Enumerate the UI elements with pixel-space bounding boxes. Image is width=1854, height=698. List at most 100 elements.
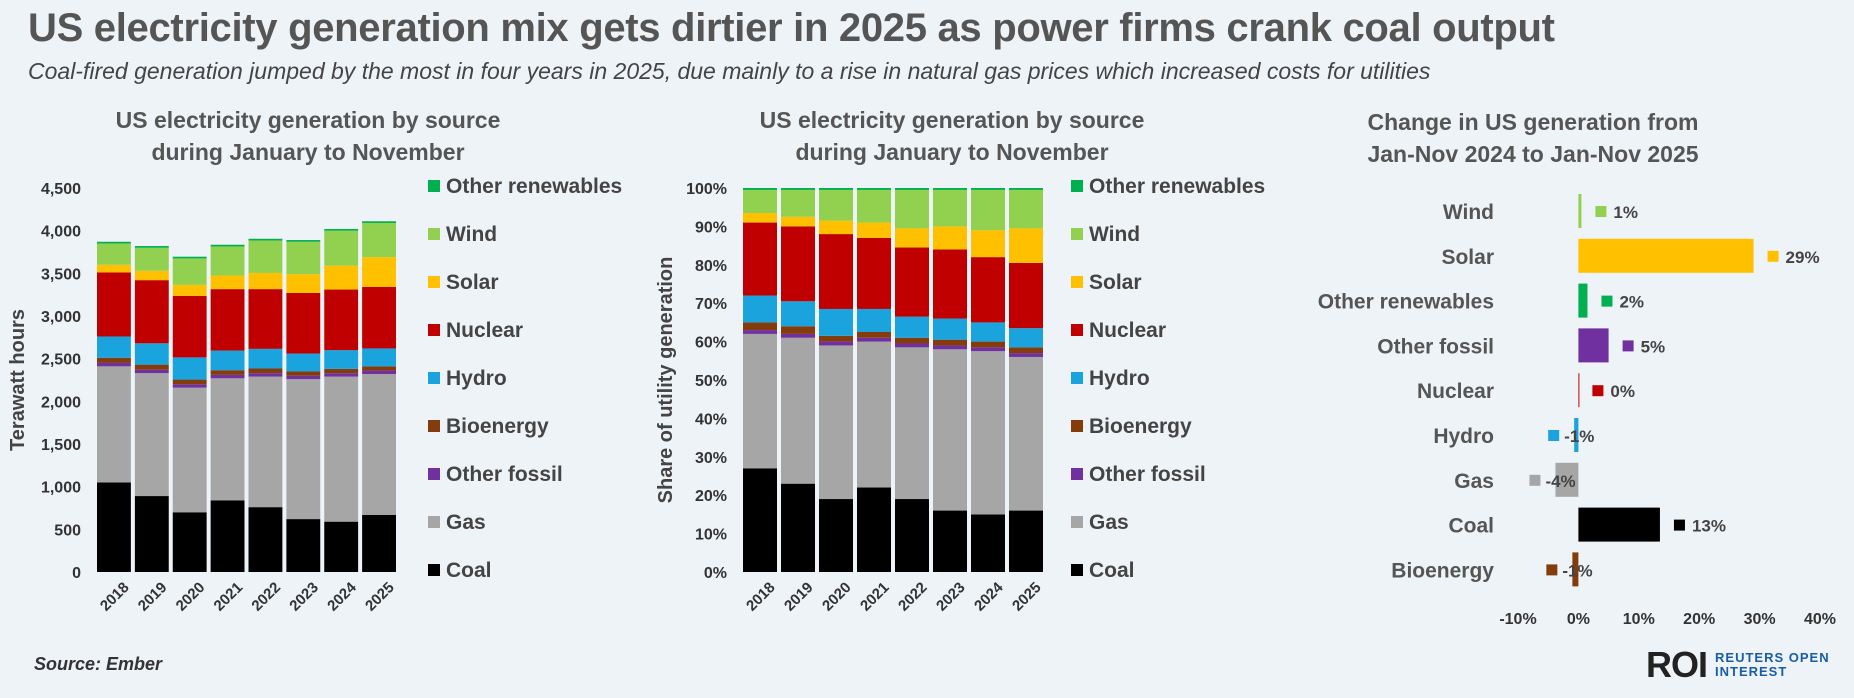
reuters-open-interest-logo[interactable]: ROI REUTERS OPEN INTEREST: [1646, 644, 1830, 686]
chart-generation-twh: US electricity generation by source durin…: [7, 107, 622, 615]
twh-legend-label-nuclear[interactable]: Nuclear: [446, 319, 523, 342]
change-bar-solar: [1578, 238, 1754, 273]
twh-legend-label-bioenergy[interactable]: Bioenergy: [446, 415, 549, 438]
share-legend-swatch-other-renewables: [1071, 180, 1083, 192]
twh-bar-2023-hydro: [286, 353, 321, 372]
share-legend-label-bioenergy[interactable]: Bioenergy: [1089, 415, 1192, 438]
change-x-tick: 30%: [1744, 611, 1776, 628]
twh-bar-2023-coal: [286, 519, 321, 572]
share-bar-2024-bioenergy: [971, 341, 1005, 348]
change-data-label-bioenergy: -1%: [1562, 561, 1592, 580]
twh-legend-swatch-coal: [428, 564, 440, 576]
twh-y-tick: 3,500: [41, 266, 81, 283]
twh-bar-2023-gas: [286, 379, 321, 520]
twh-bar-2020-coal: [172, 512, 207, 572]
share-legend-label-nuclear[interactable]: Nuclear: [1089, 319, 1166, 342]
share-bar-2024-hydro: [971, 322, 1005, 342]
share-bar-2025-other-fossil: [1009, 353, 1043, 357]
share-bar-2021-other-renewables: [857, 188, 891, 190]
change-category-other-fossil: Other fossil: [1377, 335, 1494, 358]
share-y-tick: 0%: [704, 565, 727, 582]
twh-bar-2023-nuclear: [286, 292, 321, 354]
share-bar-2018-coal: [743, 468, 777, 572]
share-bar-2019-nuclear: [781, 226, 815, 302]
twh-bar-2024-coal: [324, 521, 359, 572]
twh-legend-label-other-fossil[interactable]: Other fossil: [446, 463, 563, 486]
twh-bar-2020-bioenergy: [172, 379, 207, 385]
share-bar-2019-other-fossil: [781, 333, 815, 338]
twh-bar-2022-other-fossil: [248, 373, 283, 377]
share-bar-2025-gas: [1009, 356, 1043, 511]
twh-bar-2019-other-renewables: [134, 246, 169, 248]
twh-legend-label-other-renewables[interactable]: Other renewables: [446, 175, 622, 198]
twh-bar-2019-gas: [134, 373, 169, 497]
twh-bar-2018-other-renewables: [97, 241, 131, 244]
share-legend-label-wind[interactable]: Wind: [1089, 223, 1140, 246]
share-legend-label-hydro[interactable]: Hydro: [1089, 367, 1150, 390]
twh-bar-2024-nuclear: [324, 289, 359, 351]
change-title-line: Change in US generation from: [1368, 109, 1699, 135]
share-bar-2020-gas: [819, 345, 853, 500]
change-x-tick: 0%: [1567, 611, 1590, 628]
change-data-label-wind: 1%: [1613, 203, 1638, 222]
share-legend-label-other-fossil[interactable]: Other fossil: [1089, 463, 1206, 486]
twh-bar-2020-nuclear: [172, 295, 207, 358]
twh-legend-swatch-bioenergy: [428, 420, 440, 432]
share-y-tick: 50%: [695, 373, 727, 390]
twh-bar-2025-bioenergy: [362, 366, 396, 371]
twh-legend-label-coal[interactable]: Coal: [446, 559, 492, 582]
change-category-coal: Coal: [1448, 515, 1494, 538]
share-bar-2025-bioenergy: [1009, 347, 1043, 354]
share-bar-2018-other-renewables: [743, 188, 777, 190]
twh-bar-2025-hydro: [362, 348, 396, 367]
twh-legend-label-gas[interactable]: Gas: [446, 511, 486, 534]
twh-bar-2021-hydro: [210, 350, 245, 371]
twh-bar-2025-coal: [362, 514, 396, 572]
twh-bar-2021-wind: [210, 246, 245, 276]
share-legend-swatch-solar: [1071, 276, 1083, 288]
twh-legend-swatch-wind: [428, 228, 440, 240]
share-legend-label-solar[interactable]: Solar: [1089, 271, 1142, 294]
share-bar-2022-hydro: [895, 316, 929, 338]
change-label-marker-hydro: [1548, 430, 1560, 441]
twh-bar-2019-other-fossil: [134, 369, 169, 374]
change-data-label-other-fossil: 5%: [1641, 337, 1666, 356]
twh-bar-2022-bioenergy: [248, 368, 283, 374]
twh-bar-2024-other-fossil: [324, 373, 359, 377]
twh-bar-2024-hydro: [324, 350, 359, 369]
share-y-tick: 40%: [695, 411, 727, 428]
change-category-nuclear: Nuclear: [1417, 380, 1494, 403]
twh-bar-2025-gas: [362, 374, 396, 515]
twh-bar-2022-nuclear: [248, 289, 283, 349]
twh-legend-label-hydro[interactable]: Hydro: [446, 367, 507, 390]
share-legend-label-other-renewables[interactable]: Other renewables: [1089, 175, 1265, 198]
change-label-marker-other-renewables: [1601, 295, 1613, 307]
share-bar-2019-solar: [781, 216, 815, 227]
share-bar-2018-other-fossil: [743, 330, 777, 334]
share-legend-label-coal[interactable]: Coal: [1089, 559, 1135, 582]
twh-legend-label-wind[interactable]: Wind: [446, 223, 497, 246]
twh-bar-2024-bioenergy: [324, 368, 359, 374]
share-bar-2023-other-renewables: [933, 188, 967, 190]
share-bar-2022-wind: [895, 189, 929, 229]
share-bar-2023-bioenergy: [933, 339, 967, 346]
share-bar-2019-other-renewables: [781, 188, 815, 190]
change-data-label-gas: -4%: [1545, 472, 1575, 491]
twh-y-tick: 500: [54, 522, 81, 539]
change-bar-gas: [1555, 462, 1579, 497]
share-bar-2022-other-fossil: [895, 343, 929, 348]
share-bar-2020-wind: [819, 189, 853, 221]
twh-legend-label-solar[interactable]: Solar: [446, 271, 499, 294]
share-y-tick: 20%: [695, 488, 727, 505]
share-legend-swatch-coal: [1071, 564, 1083, 576]
change-label-marker-solar: [1767, 250, 1779, 262]
share-legend-label-gas[interactable]: Gas: [1089, 511, 1129, 534]
change-label-marker-gas: [1529, 474, 1541, 486]
share-y-tick: 30%: [695, 450, 727, 467]
share-bar-2022-coal: [895, 499, 929, 572]
twh-bar-2022-gas: [248, 376, 283, 508]
share-bar-2025-other-renewables: [1009, 188, 1043, 190]
twh-bar-2018-nuclear: [97, 272, 131, 337]
change-label-marker-wind: [1595, 206, 1607, 217]
share-bar-2020-other-fossil: [819, 341, 853, 346]
